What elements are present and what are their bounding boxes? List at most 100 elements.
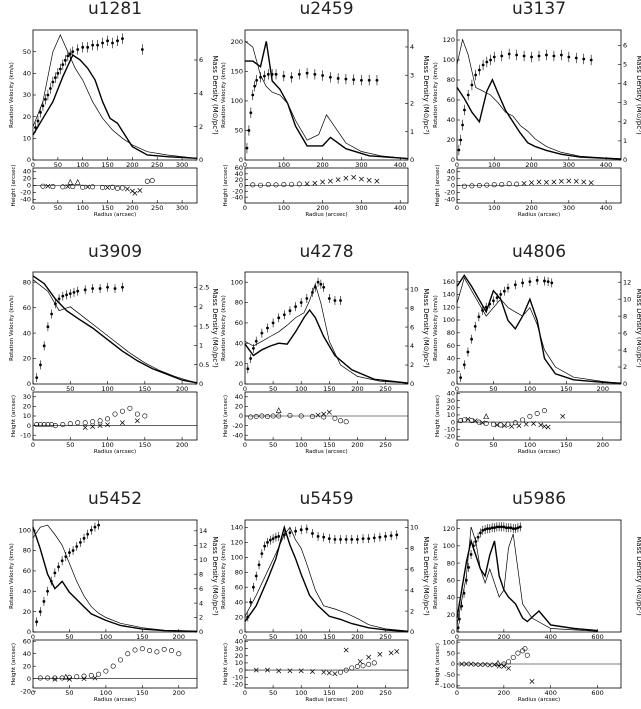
velocity-point [457,148,461,152]
radius-tick-label: 50 [269,441,277,449]
velocity-point [253,84,257,88]
radius-tick-label: 200 [351,385,363,393]
velocity-point [260,552,264,555]
height-tick-label: 40 [23,168,31,176]
velocity-tick-label: 60 [447,342,455,350]
density-tick-label: 4 [623,80,627,88]
density-curve-thin [32,524,198,632]
radius-tick-label: 100 [488,204,500,212]
height-cross-point [374,178,380,184]
height-cross-point [320,179,326,185]
height-cross-point [459,661,465,667]
height-tick-label: 50 [447,649,455,657]
velocity-point [492,299,495,303]
velocity-point [316,280,320,284]
density-tick-label: 4 [623,346,627,354]
velocity-tick-label: 20 [23,355,31,363]
radius-tick-label: 200 [126,204,138,212]
height-cross-point [366,177,372,183]
velocity-tick-label: 80 [447,76,455,84]
velocity-tick-label: 40 [235,598,243,606]
height-triangle-point [495,659,501,666]
radius-axis-label: Radius (arcsec) [305,449,347,455]
height-circle-point [117,657,123,663]
height-circle-point [490,421,496,427]
height-circle-point [524,652,530,658]
velocity-point [552,54,556,58]
velocity-point [111,41,114,45]
height-cross-point [501,663,507,669]
density-tick-label: 12 [623,278,631,286]
velocity-point [518,525,522,529]
velocity-point [530,55,533,59]
height-cross-point [394,649,400,654]
velocity-point [485,60,489,64]
height-cross-point [315,412,321,418]
height-tick-label: -40 [444,196,455,204]
velocity-point [479,531,482,535]
velocity-tick-label: 40 [447,594,455,602]
velocity-axis-label: Rotation Velocity (km/s) [433,295,439,361]
velocity-point [582,57,586,61]
radius-tick-label: 100 [76,161,88,169]
velocity-point [500,525,503,529]
velocity-point [378,535,382,539]
velocity-point [546,280,550,283]
velocity-tick-label: 50 [235,127,243,135]
velocity-point [34,126,37,129]
velocity-tick-label: 120 [443,525,455,533]
velocity-point [42,344,46,348]
radius-tick-label: 400 [545,689,557,697]
radius-tick-label: 50 [269,385,277,393]
height-cross-point [310,669,315,674]
radius-tick-label: 100 [101,385,113,393]
velocity-point [472,544,475,548]
height-circle-point [527,413,533,419]
radius-tick-label: 300 [355,161,367,169]
velocity-point [252,585,255,589]
velocity-point [389,534,393,538]
velocity-plot-frame [32,29,198,161]
panel-title: u5459 [299,489,353,509]
radius-tick-label: 100 [76,204,88,212]
density-tick-label: 1 [199,342,203,350]
velocity-tick-label: 40 [23,329,31,337]
height-circle-point [541,408,547,414]
height-tick-label: -10 [444,425,455,433]
velocity-point [297,72,301,76]
velocity-axis-label: Rotation Velocity (km/s) [9,543,15,609]
velocity-point [277,316,281,320]
height-tick-label: 20 [23,662,31,670]
velocity-point [528,280,532,283]
velocity-point [328,75,332,79]
height-cross-point [327,178,333,184]
radius-tick-label: 50 [65,633,73,641]
height-tick-label: -40 [232,431,243,439]
velocity-point [76,48,80,51]
density-tick-label: 0 [410,628,414,636]
velocity-plot-frame [32,271,198,385]
height-circle-point [161,646,167,652]
velocity-point [467,565,471,569]
height-tick-label: 100 [443,638,455,646]
velocity-tick-label: 80 [23,547,31,555]
velocity-point [367,78,371,82]
height-circle-point [287,413,293,419]
height-circle-point [250,182,256,188]
height-circle-point [154,649,160,655]
panel-title: u4806 [512,242,566,262]
height-circle-point [100,185,106,191]
velocity-tick-label: 40 [23,70,31,78]
radius-tick-label: 100 [524,441,536,449]
velocity-point [361,537,365,541]
height-tick-label: 20 [235,652,243,660]
radius-tick-label: 50 [66,441,74,449]
density-tick-label: 10 [623,295,631,303]
density-tick-label: 8 [623,312,627,320]
velocity-point [486,527,489,531]
height-tick-label: 30 [235,645,243,653]
density-curve-thin [456,526,598,632]
velocity-point [68,551,71,554]
velocity-point [35,376,39,380]
velocity-tick-label: 80 [447,559,455,567]
